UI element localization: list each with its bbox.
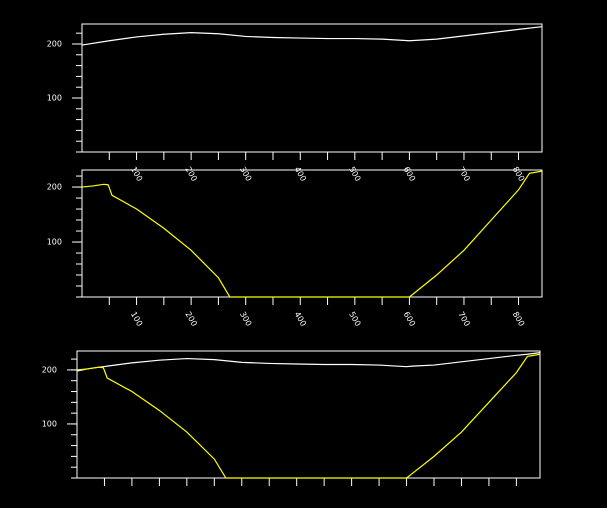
x-tick-label: 600 — [402, 310, 417, 328]
data-line — [76, 353, 541, 479]
data-line — [76, 352, 541, 372]
y-tick-label: 100 — [42, 419, 57, 428]
y-tick-label: 100 — [47, 93, 62, 102]
x-tick-label: 700 — [456, 310, 471, 328]
y-tick-label: 200 — [42, 365, 57, 374]
y-tick-label: 200 — [47, 183, 62, 192]
x-tick-label: 800 — [511, 310, 526, 328]
x-tick-label: 700 — [456, 165, 471, 183]
x-tick-label: 500 — [347, 165, 362, 183]
data-line — [81, 170, 543, 298]
x-tick-label: 800 — [511, 165, 526, 183]
x-tick-label: 200 — [183, 310, 198, 328]
plot-frame — [81, 169, 543, 298]
y-tick-label: 200 — [47, 39, 62, 48]
data-line — [81, 26, 543, 46]
x-tick-label: 300 — [238, 165, 253, 183]
plot-frame — [76, 350, 541, 479]
x-tick-label: 100 — [129, 310, 144, 328]
plot-frame — [81, 23, 543, 153]
x-tick-label: 200 — [183, 165, 198, 183]
y-tick-label: 100 — [47, 238, 62, 247]
x-tick-label: 400 — [293, 165, 308, 183]
x-tick-label: 100 — [129, 165, 144, 183]
x-tick-label: 600 — [402, 165, 417, 183]
x-tick-label: 400 — [293, 310, 308, 328]
x-tick-label: 500 — [347, 310, 362, 328]
x-tick-label: 300 — [238, 310, 253, 328]
